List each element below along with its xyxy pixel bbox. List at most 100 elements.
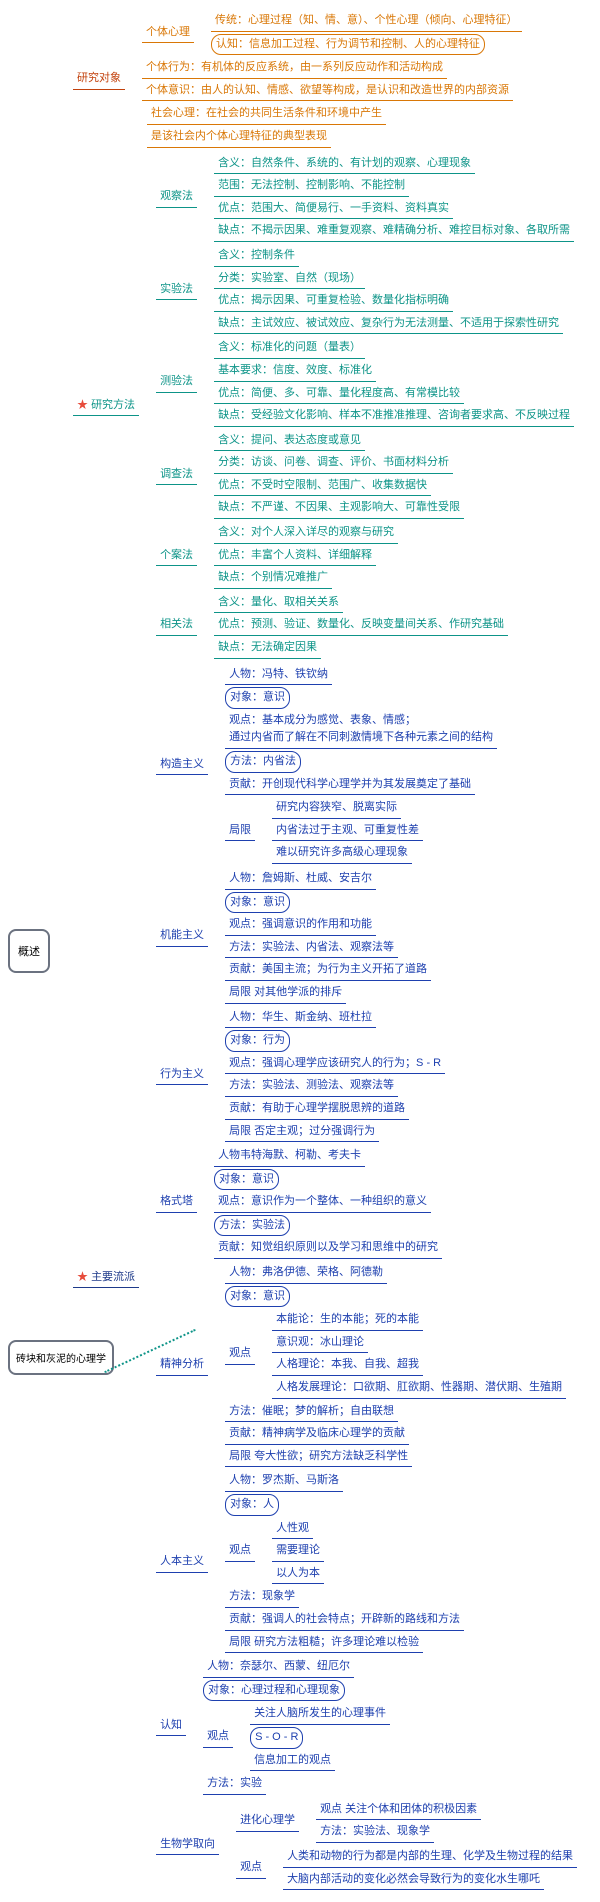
extra-root-node: 砖块和灰泥的心理学	[8, 1340, 114, 1375]
func-m: 方法：实验法、内省法、观察法等	[225, 938, 398, 959]
schools-label: 主要流派	[73, 1268, 139, 1289]
human-p: 人物：罗杰斯、马斯洛	[225, 1471, 343, 1492]
level1-children: 研究对象 个体心理 传统：心理过程（知、情、意）、个性心理（倾向、心理特征） 认…	[66, 8, 583, 1894]
human-o: 对象：人	[225, 1494, 279, 1516]
cog-v-b: S - O - R	[250, 1727, 303, 1749]
cog-label: 认知	[156, 1716, 186, 1737]
psya-label: 精神分析	[156, 1355, 208, 1376]
psya-p: 人物：弗洛伊德、荣格、阿德勒	[225, 1263, 387, 1284]
individual-behavior: 个体行为：有机体的反应系统，由一系列反应动作和活动构成	[142, 58, 447, 79]
cog-v-c: 信息加工的观点	[250, 1751, 335, 1772]
psya-l: 局限 夸大性欲；研究方法缺乏科学性	[225, 1447, 412, 1468]
struct-m: 方法：内省法	[225, 751, 301, 773]
human-v-b: 需要理论	[272, 1541, 324, 1562]
method-observe: 观察法 含义：自然条件、系统的、有计划的观察、心理现象范围：无法控制、控制影响、…	[150, 153, 580, 243]
sur-d: 缺点：不严谨、不因果、主观影响大、可靠性受限	[214, 498, 464, 519]
cog-o: 对象：心理过程和心理现象	[203, 1680, 345, 1702]
research-object-children: 个体心理 传统：心理过程（知、情、意）、个性心理（倾向、心理特征） 认知：信息加…	[135, 9, 528, 150]
sur-c: 优点：不受时空限制、范围广、收集数据快	[214, 476, 431, 497]
psya-v-a: 本能论：生的本能；死的本能	[272, 1310, 423, 1331]
gest-p: 人物韦特海默、柯勒、考夫卡	[214, 1146, 365, 1167]
obs-b: 范围：无法控制、控制影响、不能控制	[214, 176, 409, 197]
struct-l-a: 研究内容狭窄、脱离实际	[272, 798, 401, 819]
cog-p: 人物：奈瑟尔、西蒙、纽厄尔	[203, 1657, 354, 1678]
bio-label: 生物学取向	[156, 1835, 219, 1856]
exp-d: 缺点：主试效应、被试效应、复杂行为无法测量、不适用于探索性研究	[214, 314, 563, 335]
human-v-c: 以人为本	[272, 1564, 324, 1585]
func-p: 人物：詹姆斯、杜威、安吉尔	[225, 869, 376, 890]
corr-b: 优点：预测、验证、数量化、反映变量间关系、作研究基础	[214, 615, 508, 636]
human-c: 贡献：强调人的社会特点；开辟新的路线和方法	[225, 1610, 464, 1631]
behav-m: 方法：实验法、测验法、观察法等	[225, 1076, 398, 1097]
extra-root-label: 砖块和灰泥的心理学	[16, 1354, 106, 1365]
sur-b: 分类：访谈、问卷、调查、评价、书面材料分析	[214, 453, 453, 474]
social-a: 社会心理：在社会的共同生活条件和环境中产生	[147, 104, 386, 125]
behav-label: 行为主义	[156, 1065, 208, 1086]
school-biological: 生物学取向 进化心理学 观点 关注个体和团体的积极因素方法：实验法、现象学 观点…	[150, 1798, 583, 1892]
obs-c: 优点：范围大、简便易行、一手资料、资料真实	[214, 199, 453, 220]
struct-label: 构造主义	[156, 755, 208, 776]
human-m: 方法：现象学	[225, 1587, 299, 1608]
corr-label: 相关法	[156, 615, 197, 636]
evo-label: 进化心理学	[236, 1811, 299, 1832]
trad-item: 传统：心理过程（知、情、意）、个性心理（倾向、心理特征）	[211, 11, 522, 32]
func-label: 机能主义	[156, 926, 208, 947]
school-behaviorism: 行为主义 人物：华生、斯金纳、班杜拉对象：行为观点：强调心理学应该研究人的行为；…	[150, 1007, 583, 1144]
obs-d: 缺点：不揭示因果、难重复观察、难精确分析、难控目标对象、各取所需	[214, 221, 574, 242]
test-b: 基本要求：信度、效度、标准化	[214, 361, 376, 382]
method-survey: 调查法 含义：提问、表达态度或意见分类：访谈、问卷、调查、评价、书面材料分析优点…	[150, 430, 580, 520]
gest-label: 格式塔	[156, 1192, 197, 1213]
func-o: 对象：意识	[225, 892, 290, 914]
root-node: 概述	[8, 929, 50, 973]
gest-m: 方法：实验法	[214, 1215, 290, 1237]
sur-a: 含义：提问、表达态度或意见	[214, 431, 365, 452]
test-d: 缺点：受经验文化影响、样本不准推准推理、咨询者要求高、不反映过程	[214, 406, 574, 427]
individual-psych-children: 传统：心理过程（知、情、意）、个性心理（倾向、心理特征） 认知：信息加工过程、行…	[204, 10, 528, 56]
test-c: 优点：简便、多、可靠、量化程度高、有常模比较	[214, 384, 464, 405]
school-structuralism: 构造主义 人物：冯特、铁钦纳对象：意识观点：基本成分为感觉、表象、情感； 通过内…	[150, 664, 583, 866]
school-cognitive: 认知 人物：奈瑟尔、西蒙、纽厄尔对象：心理过程和心理现象 观点 关注人脑所发生的…	[150, 1656, 583, 1796]
human-v-label: 观点	[225, 1541, 255, 1562]
school-humanism: 人本主义 人物：罗杰斯、马斯洛对象：人 观点 人性观需要理论以人为本 方法：现象…	[150, 1470, 583, 1654]
gest-o: 对象：意识	[214, 1169, 279, 1191]
root-label: 概述	[18, 946, 40, 958]
social-psych: 社会心理：在社会的共同生活条件和环境中产生 是该社会内个体心理特征的典型表现	[136, 103, 528, 148]
test-a: 含义：标准化的问题（量表）	[214, 338, 365, 359]
psya-v-d: 人格发展理论：口欲期、肛欲期、性器期、潜伏期、生殖期	[272, 1378, 566, 1399]
cog-v-a: 关注人脑所发生的心理事件	[250, 1704, 390, 1725]
evo-a: 观点 关注个体和团体的积极因素	[316, 1800, 481, 1821]
human-v-a: 人性观	[272, 1519, 313, 1540]
method-test: 测验法 含义：标准化的问题（量表）基本要求：信度、效度、标准化优点：简便、多、可…	[150, 337, 580, 427]
method-correlation: 相关法 含义：量化、取相关关系优点：预测、验证、数量化、反映变量间关系、作研究基…	[150, 592, 580, 660]
research-object-label: 研究对象	[73, 69, 125, 90]
func-l: 局限 对其他学派的排斥	[225, 983, 346, 1004]
psya-v-b: 意识观：冰山理论	[272, 1333, 368, 1354]
psya-o: 对象：意识	[225, 1286, 290, 1308]
bio-v-label: 观点	[236, 1858, 266, 1879]
struct-v: 观点：基本成分为感觉、表象、情感； 通过内省而了解在不同刺激情境下各种元素之间的…	[225, 711, 497, 749]
individual-psych-label: 个体心理	[142, 23, 194, 44]
human-label: 人本主义	[156, 1552, 208, 1573]
cog-item: 认知：信息加工过程、行为调节和控制、人的心理特征	[211, 34, 485, 56]
schools-children: 构造主义 人物：冯特、铁钦纳对象：意识观点：基本成分为感觉、表象、情感； 通过内…	[149, 663, 583, 1893]
behav-v: 观点：强调心理学应该研究人的行为；S - R	[225, 1054, 445, 1075]
exp-b: 分类：实验室、自然（现场）	[214, 269, 365, 290]
methods-children: 观察法 含义：自然条件、系统的、有计划的观察、心理现象范围：无法控制、控制影响、…	[149, 152, 580, 661]
branch-research-method: 研究方法 观察法 含义：自然条件、系统的、有计划的观察、心理现象范围：无法控制、…	[67, 152, 583, 661]
struct-l-label: 局限	[225, 821, 255, 842]
human-l: 局限 研究方法粗糙；许多理论难以检验	[225, 1633, 423, 1654]
branch-schools: 主要流派 构造主义 人物：冯特、铁钦纳对象：意识观点：基本成分为感觉、表象、情感…	[67, 663, 583, 1893]
obs-a: 含义：自然条件、系统的、有计划的观察、心理现象	[214, 154, 475, 175]
behav-p: 人物：华生、斯金纳、班杜拉	[225, 1008, 376, 1029]
case-a: 含义：对个人深入详尽的观察与研究	[214, 523, 398, 544]
mindmap-root-container: 概述 研究对象 个体心理 传统：心理过程（知、情、意）、个性心理（倾向、心理特征…	[8, 8, 592, 1894]
method-case: 个案法 含义：对个人深入详尽的观察与研究优点：丰富个人资料、详细解释缺点：个别情…	[150, 522, 580, 590]
func-c: 贡献：美国主流；为行为主义开拓了道路	[225, 960, 431, 981]
research-method-label: 研究方法	[73, 396, 139, 417]
cog-m: 方法：实验	[203, 1774, 266, 1795]
case-c: 缺点：个别情况难推广	[214, 568, 332, 589]
school-gestalt: 格式塔 人物韦特海默、柯勒、考夫卡对象：意识观点：意识作为一个整体、一种组织的意…	[150, 1145, 583, 1260]
branch-research-object: 研究对象 个体心理 传统：心理过程（知、情、意）、个性心理（倾向、心理特征） 认…	[67, 9, 583, 150]
case-label: 个案法	[156, 546, 197, 567]
exp-a: 含义：控制条件	[214, 246, 299, 267]
